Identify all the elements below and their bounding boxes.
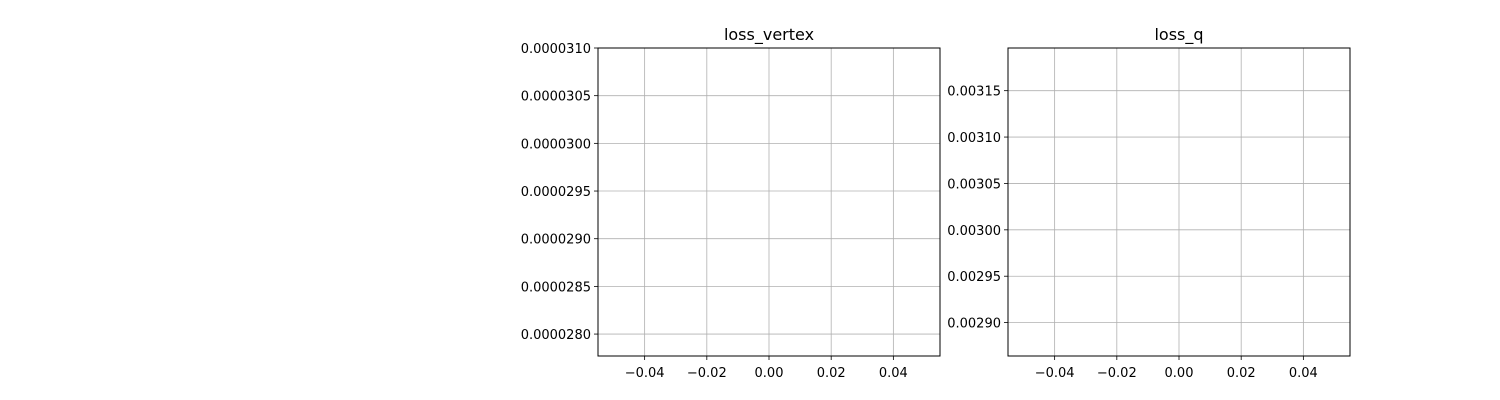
y-tick-label: 0.00295 bbox=[947, 270, 1001, 285]
y-tick-label: 0.0000290 bbox=[521, 233, 591, 248]
chart-title: loss_vertex bbox=[724, 25, 814, 45]
chart-loss-q: loss_q −0.04 −0.02 0.00 0.02 0.04 0.00290 0.00… bbox=[947, 25, 1351, 381]
plot-frame bbox=[1007, 47, 1351, 357]
x-tick-label: −0.04 bbox=[625, 366, 665, 381]
plot-frame bbox=[597, 47, 941, 357]
x-tick-label: 0.02 bbox=[817, 366, 846, 381]
x-tick-label: −0.04 bbox=[1035, 366, 1075, 381]
chart-loss-vertex: loss_vertex −0.04 −0.02 0.00 0.02 0.04 0.0000… bbox=[521, 25, 941, 381]
x-tick-label: 0.04 bbox=[1289, 366, 1318, 381]
x-tick-label: −0.02 bbox=[1097, 366, 1137, 381]
chart-title: loss_q bbox=[1154, 25, 1203, 45]
y-tick-label: 0.0000310 bbox=[521, 42, 591, 57]
y-tick-label: 0.0000285 bbox=[521, 280, 591, 295]
x-tick-label: 0.02 bbox=[1227, 366, 1256, 381]
y-tick-label: 0.00305 bbox=[947, 177, 1001, 192]
y-tick-label: 0.0000305 bbox=[521, 90, 591, 105]
y-tick-label: 0.00315 bbox=[947, 85, 1001, 100]
y-tick-label: 0.00290 bbox=[947, 317, 1001, 332]
x-tick-label: 0.00 bbox=[755, 366, 784, 381]
y-tick-label: 0.00300 bbox=[947, 224, 1001, 239]
x-tick-label: 0.00 bbox=[1165, 366, 1194, 381]
x-tick-label: −0.02 bbox=[687, 366, 727, 381]
y-tick-label: 0.0000280 bbox=[521, 328, 591, 343]
y-tick-label: 0.00310 bbox=[947, 131, 1001, 146]
x-tick-label: 0.04 bbox=[879, 366, 908, 381]
y-tick-label: 0.0000295 bbox=[521, 185, 591, 200]
y-tick-label: 0.0000300 bbox=[521, 137, 591, 152]
